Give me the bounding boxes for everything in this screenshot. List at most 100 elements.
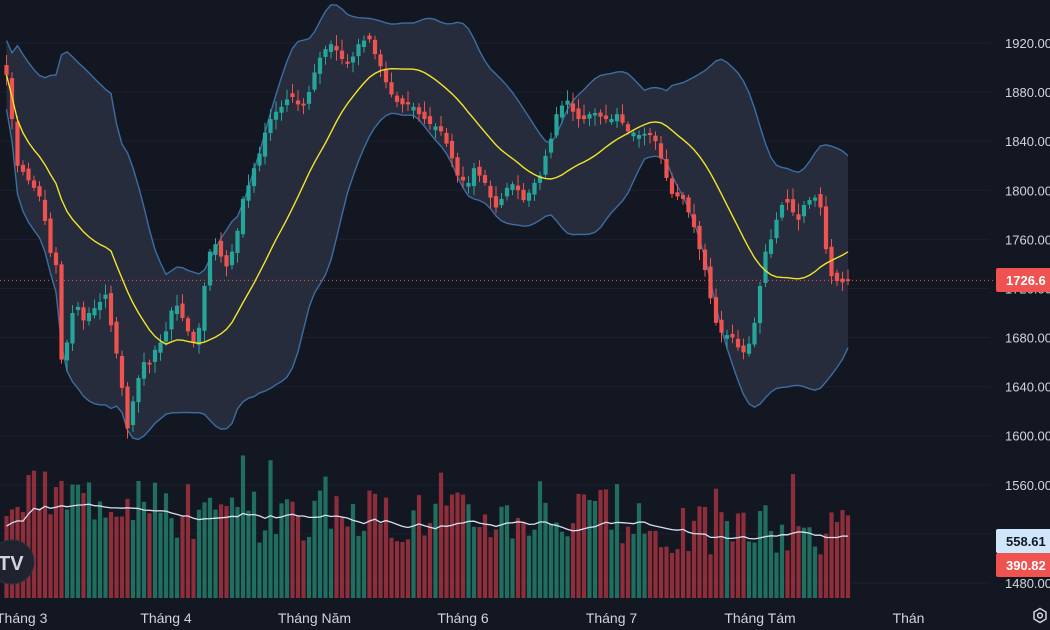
volume-bar <box>158 512 163 598</box>
volume-bar <box>240 455 246 598</box>
candle-body <box>537 175 543 183</box>
volume-bar <box>37 508 42 598</box>
volume-bar <box>532 529 537 598</box>
settings-icon[interactable] <box>1033 607 1047 624</box>
candle-body <box>59 264 64 360</box>
candle-body <box>229 251 235 266</box>
candle-body <box>158 342 163 353</box>
candle-body <box>647 132 653 136</box>
volume-bar <box>268 460 273 598</box>
candle-body <box>438 126 444 132</box>
volume-bar <box>609 529 614 598</box>
volume-bar <box>466 504 471 598</box>
volume-bar <box>290 501 295 598</box>
volume-ma-badge: 558.61 <box>996 529 1050 553</box>
volume-bar <box>697 506 702 598</box>
volume-bar <box>570 523 576 598</box>
volume-bar <box>400 541 405 598</box>
volume-bar <box>81 493 86 598</box>
candle-body <box>125 386 130 429</box>
candle-body <box>620 114 625 123</box>
volume-bar <box>70 484 75 598</box>
candle-body <box>433 126 438 131</box>
volume-bar <box>664 546 669 598</box>
candle-body <box>136 378 141 403</box>
y-tick-label: 1920.00 <box>1005 36 1050 51</box>
candle-body <box>741 345 746 353</box>
candle-body <box>306 92 312 104</box>
volume-bar <box>389 537 394 598</box>
volume-bar <box>499 506 504 598</box>
candle-body <box>81 307 86 321</box>
volume-bar <box>521 522 526 598</box>
x-tick-label: Tháng 4 <box>140 610 192 626</box>
candle-body <box>576 108 581 120</box>
volume-bar <box>548 523 554 598</box>
volume-bar <box>790 474 796 598</box>
volume-bar <box>169 518 174 598</box>
volume-bar <box>130 519 136 598</box>
candle-body <box>350 56 356 63</box>
volume-bar <box>829 512 834 598</box>
candle-body <box>339 50 345 59</box>
candle-body <box>290 93 295 97</box>
volume-bar <box>680 507 686 598</box>
candle-body <box>114 321 119 354</box>
volume-bar <box>730 541 735 598</box>
time-axis[interactable]: Tháng 3 Tháng 4 Tháng Năm Tháng 6 Tháng 7 Thá… <box>0 610 924 626</box>
candle-body <box>471 168 477 187</box>
candle-body <box>240 198 246 235</box>
candle-body <box>378 54 383 67</box>
volume-bar <box>647 530 653 598</box>
candle-body <box>323 49 328 57</box>
volume-bar <box>202 502 207 598</box>
y-tick-label: 1840.00 <box>1005 134 1050 149</box>
candle-body <box>455 157 460 176</box>
volume-bar <box>279 503 284 598</box>
y-tick-label: 1560.00 <box>1005 478 1050 493</box>
candle-body <box>697 225 702 250</box>
candle-body <box>460 176 466 181</box>
candle-body <box>262 132 268 157</box>
volume-bar <box>361 530 367 598</box>
x-tick-label: Tháng Tám <box>724 610 795 626</box>
volume-bar <box>812 546 818 598</box>
volume-bar <box>257 542 262 598</box>
volume-bar <box>246 510 251 598</box>
x-tick-label: Tháng 6 <box>437 610 489 626</box>
volume-bar <box>411 510 416 598</box>
candle-body <box>790 199 796 213</box>
volume-bar <box>136 481 141 598</box>
volume-bar <box>438 472 444 598</box>
candle-body <box>246 185 251 201</box>
volume-bar <box>823 533 829 598</box>
volume-bar <box>119 516 125 598</box>
volume-bar <box>180 516 185 598</box>
y-tick-label: 1760.00 <box>1005 232 1050 247</box>
candle-body <box>609 119 614 123</box>
candle-body <box>587 114 592 119</box>
candle-body <box>185 318 191 332</box>
candle-body <box>400 98 405 105</box>
volume-bar <box>763 505 768 598</box>
candle-body <box>796 214 801 220</box>
candle-body <box>642 133 647 136</box>
volume-bar <box>603 489 609 598</box>
watermark-logo[interactable]: TV <box>0 539 35 585</box>
volume-bar <box>724 521 730 598</box>
candle-body <box>394 95 400 102</box>
upper-band-line <box>5 4 849 276</box>
volume-bar <box>444 505 449 598</box>
candle-body <box>31 180 37 188</box>
price-axis[interactable]: 1480.001520.001560.001600.001640.001680.… <box>1005 36 1050 591</box>
watermark-logo-text: TV <box>0 553 24 575</box>
volume-bar <box>367 490 372 598</box>
candle-body <box>317 57 323 74</box>
candle-body <box>301 103 306 106</box>
volume-bar <box>642 533 647 598</box>
candle-body <box>592 112 598 116</box>
candle-body <box>735 338 741 348</box>
candle-body <box>614 114 620 122</box>
chart-overlays <box>0 67 996 345</box>
